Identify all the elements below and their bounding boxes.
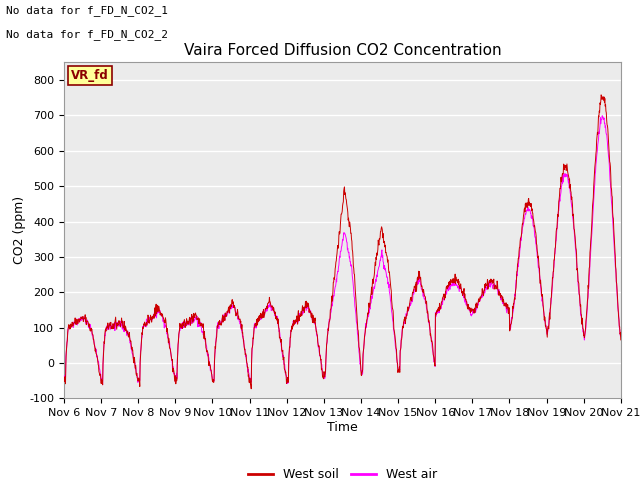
X-axis label: Time: Time: [327, 421, 358, 434]
Text: VR_fd: VR_fd: [71, 69, 109, 83]
Y-axis label: CO2 (ppm): CO2 (ppm): [13, 196, 26, 264]
Title: Vaira Forced Diffusion CO2 Concentration: Vaira Forced Diffusion CO2 Concentration: [184, 44, 501, 59]
Text: No data for f_FD_N_CO2_1: No data for f_FD_N_CO2_1: [6, 5, 168, 16]
Text: No data for f_FD_N_CO2_2: No data for f_FD_N_CO2_2: [6, 29, 168, 40]
Legend: West soil, West air: West soil, West air: [243, 463, 442, 480]
